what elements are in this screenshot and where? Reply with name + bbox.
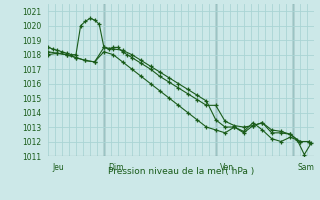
Text: Ven: Ven xyxy=(220,163,235,172)
X-axis label: Pression niveau de la mer( hPa ): Pression niveau de la mer( hPa ) xyxy=(108,167,254,176)
Text: Dim: Dim xyxy=(108,163,124,172)
Text: Jeu: Jeu xyxy=(53,163,64,172)
Text: Sam: Sam xyxy=(297,163,314,172)
